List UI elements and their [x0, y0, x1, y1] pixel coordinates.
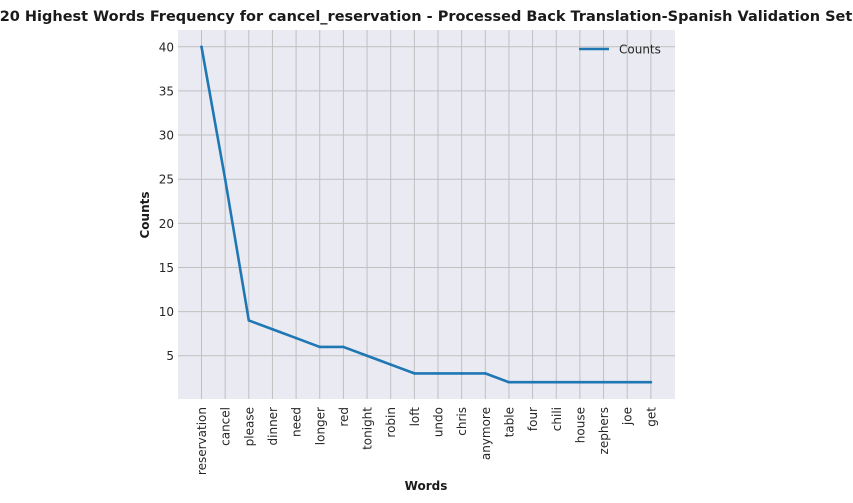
series-layer	[200, 45, 653, 384]
data-point	[602, 380, 605, 384]
data-point	[578, 380, 582, 384]
x-tick-label: four	[526, 407, 540, 431]
data-point	[554, 380, 558, 384]
y-tick-label: 10	[159, 305, 174, 319]
y-tick-label: 40	[159, 40, 174, 54]
data-point	[460, 372, 463, 375]
x-tick-label: joe	[621, 407, 635, 426]
x-tick-label: please	[242, 407, 256, 446]
x-tick-label: get	[644, 407, 658, 427]
x-tick-label: zephers	[597, 407, 611, 454]
data-point	[294, 336, 298, 340]
x-tick-label: table	[502, 407, 516, 437]
series-line	[200, 45, 653, 384]
x-tick-label: robin	[384, 407, 398, 438]
data-point	[507, 380, 511, 384]
x-tick-label: anymore	[479, 407, 493, 460]
data-point	[318, 345, 322, 349]
data-point	[247, 319, 251, 322]
data-point	[365, 354, 369, 358]
x-tick-label: reservation	[195, 407, 209, 475]
x-tick-label: cancel	[219, 407, 233, 446]
x-tick-label: longer	[313, 407, 327, 445]
y-tick-label: 5	[166, 349, 174, 363]
x-axis-label: Words	[405, 479, 448, 493]
data-point	[200, 45, 203, 49]
data-point	[389, 363, 393, 366]
x-tick-label: chili	[550, 407, 564, 431]
x-tick-label: loft	[408, 407, 422, 427]
plot-area	[178, 30, 675, 399]
legend: Counts	[579, 43, 661, 57]
data-point	[342, 345, 345, 349]
y-axis-label: Counts	[138, 191, 152, 238]
y-tick-label: 20	[159, 217, 174, 231]
data-point	[271, 327, 274, 331]
x-tick-label: chris	[455, 407, 469, 436]
y-gridlines	[178, 46, 675, 357]
x-gridlines	[201, 30, 652, 399]
x-tick-label: undo	[432, 407, 446, 437]
data-point	[223, 177, 227, 181]
y-axis-tick-labels: 5 10 15 20 25 30 35 40	[159, 40, 174, 363]
x-tick-label: need	[290, 407, 304, 437]
y-tick-label: 35	[159, 84, 174, 98]
data-point	[413, 372, 416, 375]
y-tick-label: 15	[159, 261, 174, 275]
data-point	[484, 372, 487, 375]
data-point	[625, 380, 629, 384]
data-point	[649, 380, 653, 384]
data-point	[531, 380, 534, 384]
data-point	[436, 372, 440, 375]
chart-title: 20 Highest Words Frequency for cancel_re…	[0, 9, 852, 25]
y-tick-label: 25	[159, 173, 174, 187]
x-tick-label: tonight	[361, 407, 375, 450]
x-axis-tick-labels: reservation cancel please dinner need longer r…	[195, 407, 658, 475]
x-tick-label: dinner	[266, 407, 280, 446]
x-tick-label: house	[573, 407, 587, 443]
y-tick-label: 30	[159, 129, 174, 143]
legend-label: Counts	[619, 43, 661, 57]
x-tick-label: red	[337, 407, 351, 427]
